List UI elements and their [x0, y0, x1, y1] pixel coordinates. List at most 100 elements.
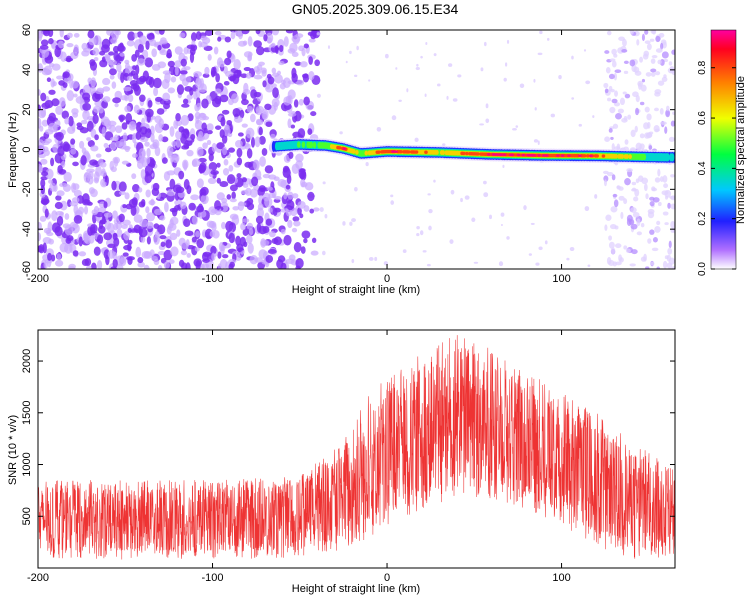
noise-speckle — [146, 111, 151, 123]
noise-speckle — [109, 74, 115, 80]
noise-speckle — [395, 67, 398, 70]
noise-speckle — [644, 40, 651, 45]
noise-speckle — [645, 193, 649, 200]
noise-speckle — [139, 35, 147, 45]
noise-speckle — [143, 264, 150, 269]
noise-speckle — [210, 208, 219, 214]
signal-track — [486, 153, 491, 156]
noise-speckle — [271, 83, 277, 88]
noise-speckle — [73, 93, 78, 98]
noise-speckle — [611, 48, 617, 55]
noise-speckle — [644, 106, 650, 113]
noise-speckle — [263, 34, 268, 42]
signal-track — [355, 149, 359, 155]
noise-speckle — [181, 262, 188, 269]
signal-track — [337, 146, 342, 150]
noise-speckle — [669, 195, 675, 199]
snr-xtick-label: -200 — [27, 572, 49, 584]
noise-speckle — [80, 119, 88, 125]
noise-speckle — [193, 71, 203, 78]
noise-speckle — [131, 54, 138, 62]
noise-speckle — [298, 98, 304, 106]
noise-speckle — [173, 119, 179, 130]
noise-speckle — [57, 145, 65, 157]
noise-speckle — [137, 257, 144, 264]
noise-speckle — [216, 162, 221, 168]
noise-speckle — [139, 126, 148, 135]
signal-track — [560, 154, 565, 157]
noise-speckle — [428, 225, 432, 231]
noise-speckle — [415, 67, 420, 71]
noise-speckle — [159, 49, 168, 56]
noise-speckle — [127, 94, 134, 103]
noise-speckle — [485, 118, 490, 124]
noise-speckle — [206, 130, 213, 135]
noise-speckle — [398, 99, 402, 102]
noise-speckle — [178, 126, 185, 133]
noise-speckle — [112, 210, 118, 220]
noise-speckle — [226, 174, 236, 185]
noise-speckle — [656, 220, 661, 226]
noise-speckle — [136, 58, 146, 66]
noise-speckle — [274, 207, 281, 213]
noise-speckle — [73, 32, 80, 38]
noise-speckle — [295, 79, 305, 86]
noise-speckle — [156, 108, 165, 115]
noise-speckle — [610, 247, 616, 255]
noise-speckle — [42, 198, 50, 205]
noise-speckle — [635, 107, 640, 116]
noise-speckle — [99, 219, 107, 225]
signal-track — [595, 154, 599, 158]
noise-speckle — [135, 64, 140, 75]
noise-speckle — [51, 42, 57, 50]
noise-speckle — [250, 89, 258, 99]
noise-speckle — [316, 32, 321, 36]
signal-track — [642, 153, 647, 161]
noise-speckle — [236, 173, 242, 178]
noise-speckle — [647, 238, 652, 244]
noise-speckle — [174, 46, 183, 55]
noise-speckle — [646, 43, 652, 51]
noise-speckle — [58, 97, 66, 107]
noise-speckle — [273, 176, 280, 182]
noise-speckle — [110, 166, 117, 173]
noise-speckle — [180, 58, 187, 67]
noise-speckle — [224, 36, 232, 43]
signal-track — [406, 150, 411, 154]
noise-speckle — [660, 42, 664, 50]
noise-speckle — [124, 59, 130, 65]
noise-speckle — [204, 66, 210, 75]
signal-track — [625, 154, 629, 159]
noise-speckle — [503, 77, 507, 82]
noise-speckle — [267, 76, 275, 85]
noise-speckle — [649, 38, 655, 42]
noise-speckle — [651, 55, 658, 59]
noise-speckle — [660, 121, 667, 125]
noise-speckle — [48, 38, 54, 45]
noise-speckle — [86, 137, 92, 142]
noise-speckle — [605, 67, 611, 74]
noise-speckle — [84, 258, 92, 267]
noise-speckle — [270, 42, 276, 48]
noise-speckle — [191, 236, 197, 243]
noise-speckle — [266, 37, 272, 44]
noise-speckle — [116, 30, 121, 36]
noise-speckle — [169, 126, 175, 137]
noise-speckle — [245, 127, 255, 139]
noise-speckle — [200, 194, 209, 205]
noise-speckle — [226, 50, 232, 59]
noise-speckle — [620, 211, 624, 220]
noise-speckle — [44, 208, 49, 218]
noise-speckle — [611, 60, 617, 68]
noise-speckle — [611, 98, 618, 104]
noise-speckle — [457, 74, 462, 78]
noise-speckle — [68, 263, 76, 269]
noise-speckle — [239, 109, 245, 119]
noise-speckle — [356, 45, 359, 51]
noise-speckle — [623, 70, 629, 75]
noise-speckle — [103, 201, 108, 209]
signal-track — [301, 141, 306, 148]
noise-speckle — [135, 246, 142, 258]
noise-speckle — [642, 53, 649, 60]
noise-speckle — [93, 246, 101, 256]
